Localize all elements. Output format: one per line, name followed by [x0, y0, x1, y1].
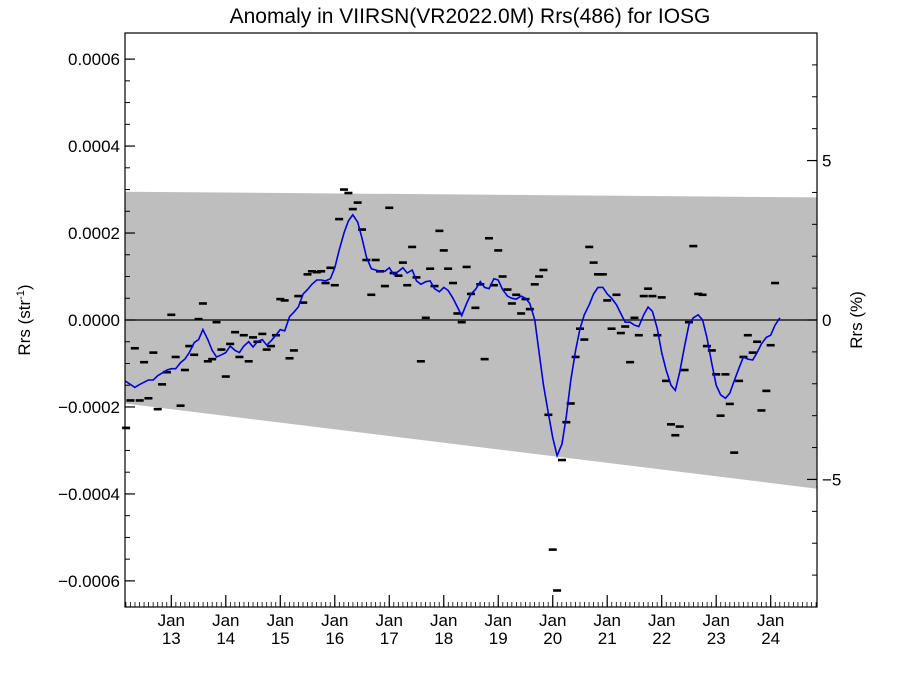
data-points [122, 188, 780, 592]
left-y-axis: 0.0006 0.0004 0.0002 0.0000 −0.0002 −0.0004 −0… [58, 50, 135, 591]
y-tick-label: 0.0000 [68, 311, 120, 330]
x-tick-month: Jan [648, 611, 675, 630]
x-tick-year: 18 [434, 629, 453, 648]
x-tick-year: 20 [543, 629, 562, 648]
x-tick-year: 17 [380, 629, 399, 648]
y2-axis-label: Rrs (%) [847, 291, 866, 349]
x-tick-month: Jan [321, 611, 348, 630]
chart-title: Anomaly in VIIRSN(VR2022.0M) Rrs(486) fo… [230, 5, 711, 28]
y2-tick-label: −5 [822, 470, 841, 489]
y-axis-label-main: Rrs (str [15, 300, 34, 356]
x-tick-year: 15 [271, 629, 290, 648]
x-tick-month: Jan [267, 611, 294, 630]
right-y-axis: 5 0 −5 [807, 64, 841, 576]
plot-area [122, 32, 818, 608]
x-tick-month: Jan [158, 611, 185, 630]
x-tick-year: 13 [162, 629, 181, 648]
x-tick-month: Jan [212, 611, 239, 630]
y-tick-label: 0.0004 [68, 137, 120, 156]
y2-tick-label: 5 [822, 152, 831, 171]
x-tick-month: Jan [539, 611, 566, 630]
x-tick-month: Jan [702, 611, 729, 630]
y-tick-label: 0.0002 [68, 224, 120, 243]
x-axis: Jan13Jan14Jan15Jan16Jan17Jan18Jan19Jan20… [125, 595, 817, 648]
y-axis-label: Rrs (str-1) [15, 284, 34, 355]
x-tick-year: 14 [216, 629, 235, 648]
y2-tick-label: 0 [822, 311, 831, 330]
smoothed-anomaly-line [124, 213, 781, 459]
x-tick-month: Jan [376, 611, 403, 630]
x-tick-month: Jan [594, 611, 621, 630]
y-tick-label: −0.0006 [58, 572, 120, 591]
y-tick-label: 0.0006 [68, 50, 120, 69]
y-axis-label-superscript: -1 [15, 290, 27, 300]
uncertainty-band [125, 191, 817, 489]
x-tick-year: 22 [652, 629, 671, 648]
x-tick-year: 19 [489, 629, 508, 648]
x-tick-month: Jan [485, 611, 512, 630]
x-tick-year: 23 [707, 629, 726, 648]
x-tick-month: Jan [430, 611, 457, 630]
y-axis-label-close: ) [15, 284, 34, 290]
x-tick-year: 16 [325, 629, 344, 648]
x-tick-year: 24 [761, 629, 780, 648]
y-tick-label: −0.0004 [58, 485, 120, 504]
x-tick-year: 21 [598, 629, 617, 648]
x-tick-month: Jan [757, 611, 784, 630]
y-tick-label: −0.0002 [58, 398, 120, 417]
